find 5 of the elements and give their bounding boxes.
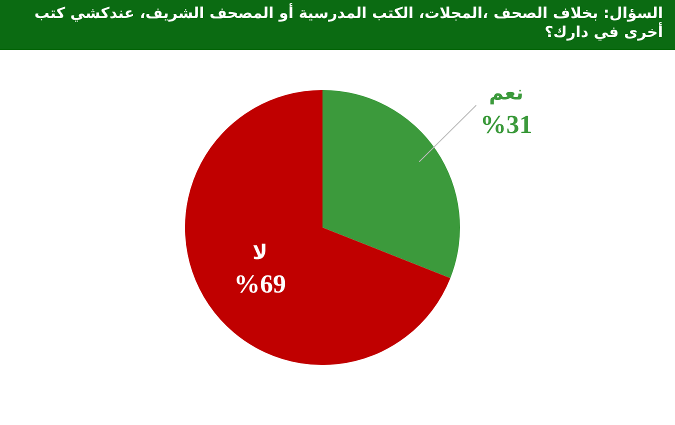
slice-label: نعم [488, 80, 524, 104]
data-label: %31 [480, 110, 532, 139]
chart-title: السؤال: بخلاف الصحف ،المجلات، الكتب المدرسية أو المصحف الشريف، عندكشي كتب أخرى في دارك؟ [0, 0, 675, 50]
slice-label: لا [252, 240, 268, 264]
data-label: %69 [234, 270, 286, 299]
